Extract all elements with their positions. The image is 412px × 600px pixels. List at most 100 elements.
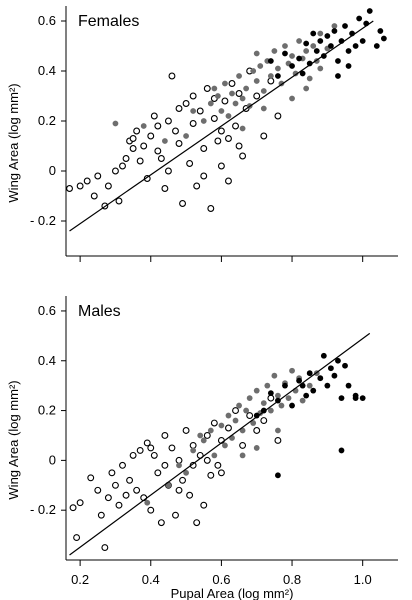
data-point-series-2 xyxy=(313,48,320,54)
data-point-series-1 xyxy=(303,48,310,54)
data-point-series-0 xyxy=(217,127,225,135)
data-point-series-0 xyxy=(94,172,102,180)
data-point-series-1 xyxy=(303,85,310,92)
data-point-series-1 xyxy=(232,100,239,107)
data-point-series-0 xyxy=(175,140,183,147)
data-point-series-1 xyxy=(232,417,239,424)
data-point-series-1 xyxy=(282,43,288,49)
y-tick-label: 0.4 xyxy=(38,353,56,368)
data-point-series-2 xyxy=(303,40,310,47)
data-point-series-1 xyxy=(289,367,295,374)
data-point-series-1 xyxy=(190,108,197,114)
data-point-series-1 xyxy=(250,68,257,74)
data-point-series-1 xyxy=(211,452,218,459)
data-point-series-1 xyxy=(275,392,281,399)
data-point-series-0 xyxy=(175,456,183,464)
data-point-series-0 xyxy=(210,115,218,122)
data-point-series-0 xyxy=(147,506,155,514)
data-point-series-0 xyxy=(175,105,183,112)
data-point-series-0 xyxy=(147,444,155,452)
data-point-series-0 xyxy=(274,437,282,444)
data-point-series-1 xyxy=(275,65,281,72)
y-tick-label: 0.2 xyxy=(38,403,56,418)
data-point-series-1 xyxy=(271,48,278,54)
data-point-series-0 xyxy=(83,177,91,185)
x-tick-label: 0.4 xyxy=(142,572,160,587)
data-point-series-2 xyxy=(327,365,334,372)
y-tick-label: 0 xyxy=(49,163,56,178)
data-point-series-1 xyxy=(271,372,278,379)
data-point-series-0 xyxy=(108,469,116,477)
data-point-series-0 xyxy=(189,120,197,127)
data-point-series-0 xyxy=(129,135,137,142)
data-point-series-1 xyxy=(239,125,246,132)
y-tick-label: - 0.2 xyxy=(30,502,56,517)
data-point-series-2 xyxy=(267,58,274,64)
data-point-series-0 xyxy=(210,419,218,427)
data-point-series-2 xyxy=(267,390,274,397)
data-point-series-1 xyxy=(222,80,228,87)
data-point-series-0 xyxy=(164,117,172,125)
data-point-series-0 xyxy=(203,85,211,92)
data-point-series-2 xyxy=(335,357,341,364)
data-point-series-0 xyxy=(172,127,179,135)
data-point-series-2 xyxy=(275,472,281,479)
data-point-series-2 xyxy=(317,375,324,382)
y-tick-label: - 0.2 xyxy=(30,213,56,228)
data-point-series-2 xyxy=(324,33,331,39)
data-point-series-0 xyxy=(221,97,229,105)
data-point-series-1 xyxy=(260,105,267,112)
data-point-series-0 xyxy=(193,182,201,190)
data-point-series-0 xyxy=(90,192,98,200)
data-point-series-0 xyxy=(182,100,190,107)
data-point-series-2 xyxy=(359,38,366,44)
data-point-series-2 xyxy=(345,382,352,389)
x-tick-label: 0.8 xyxy=(283,572,301,587)
data-point-series-1 xyxy=(253,387,260,394)
data-point-series-0 xyxy=(232,407,239,415)
data-point-series-1 xyxy=(197,432,204,439)
x-axis-title: Pupal Area (log mm²) xyxy=(171,586,294,600)
data-point-series-1 xyxy=(218,422,225,429)
data-point-series-1 xyxy=(239,452,246,459)
data-point-series-0 xyxy=(235,142,243,150)
data-point-series-0 xyxy=(175,486,183,494)
data-point-series-1 xyxy=(317,65,324,72)
data-point-series-1 xyxy=(112,120,119,127)
data-point-series-1 xyxy=(222,442,228,449)
data-point-series-0 xyxy=(253,427,261,434)
data-point-series-1 xyxy=(236,73,242,79)
data-point-series-2 xyxy=(275,73,281,79)
data-point-series-0 xyxy=(104,182,112,190)
data-point-series-0 xyxy=(154,122,162,130)
data-point-series-1 xyxy=(331,23,338,29)
data-point-series-0 xyxy=(239,152,247,160)
data-point-series-0 xyxy=(260,417,268,424)
data-point-series-1 xyxy=(264,382,271,389)
y-tick-label: 0.2 xyxy=(38,113,56,128)
data-point-series-0 xyxy=(200,172,208,180)
data-point-series-0 xyxy=(122,491,130,499)
data-point-series-1 xyxy=(165,482,172,489)
data-point-series-0 xyxy=(150,451,158,459)
data-point-series-1 xyxy=(260,88,267,94)
data-point-series-0 xyxy=(143,175,151,182)
data-point-series-1 xyxy=(292,70,299,77)
data-point-series-1 xyxy=(260,400,267,406)
data-point-series-1 xyxy=(296,38,303,44)
data-point-series-2 xyxy=(320,352,327,359)
data-point-series-0 xyxy=(246,412,254,419)
data-point-series-2 xyxy=(338,395,345,402)
data-point-series-0 xyxy=(87,474,95,482)
data-point-series-0 xyxy=(104,494,112,502)
data-point-series-2 xyxy=(377,28,384,34)
data-point-series-1 xyxy=(239,95,246,102)
data-point-series-0 xyxy=(76,499,84,507)
panel-title: Females xyxy=(78,13,139,30)
data-point-series-1 xyxy=(267,73,274,79)
data-point-series-0 xyxy=(133,127,141,135)
data-point-series-2 xyxy=(327,43,334,49)
data-point-series-2 xyxy=(306,370,313,377)
data-point-series-0 xyxy=(189,92,197,100)
data-point-series-1 xyxy=(278,402,285,409)
